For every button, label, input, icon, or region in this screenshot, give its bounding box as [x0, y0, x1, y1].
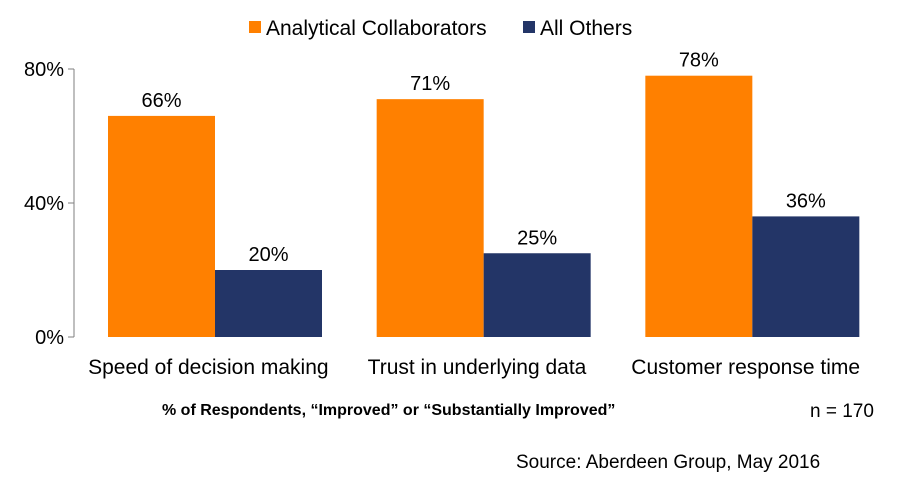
x-axis-caption: % of Respondents, “Improved” or “Substan… [162, 402, 616, 419]
legend-label: Analytical Collaborators [266, 17, 487, 40]
category-label: Speed of decision making [88, 356, 329, 379]
y-tick-label: 40% [24, 193, 64, 215]
source-label: Source: Aberdeen Group, May 2016 [516, 452, 821, 473]
data-label: 78% [679, 50, 719, 72]
data-label: 20% [248, 244, 288, 266]
legend-swatch [249, 21, 261, 33]
legend-swatch [523, 21, 535, 33]
y-tick-label: 0% [35, 327, 64, 349]
bar [215, 270, 322, 337]
data-label: 25% [517, 227, 557, 249]
bar [376, 99, 484, 338]
bars-group [108, 75, 860, 338]
legend-label: All Others [540, 17, 632, 40]
bar [752, 216, 860, 337]
category-label: Customer response time [631, 356, 860, 379]
bar [645, 75, 753, 337]
data-label: 71% [410, 73, 450, 95]
bar [483, 253, 591, 337]
x-axis-categories: Speed of decision making Trust in underly… [88, 356, 860, 379]
category-label: Trust in underlying data [368, 356, 587, 379]
sample-size-label: n = 170 [810, 401, 874, 422]
y-tick-label: 80% [24, 59, 64, 81]
chart-legend: Analytical Collaborators All Others [249, 17, 632, 40]
data-label: 36% [786, 190, 826, 212]
bar-chart: Analytical Collaborators All Others 0% 40%… [24, 17, 860, 379]
y-axis: 0% 40% 80% [24, 59, 75, 349]
data-label: 66% [141, 90, 181, 112]
data-labels-group: 66% 20% 71% 25% 78% 36% [141, 50, 826, 266]
bar [108, 115, 215, 338]
